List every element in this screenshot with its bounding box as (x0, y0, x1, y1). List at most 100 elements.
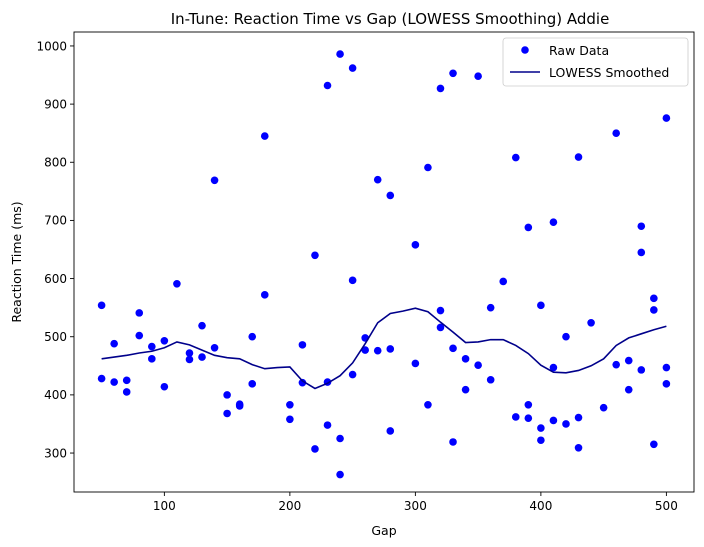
scatter-point (386, 427, 394, 435)
scatter-point (587, 319, 595, 327)
scatter-point (650, 306, 658, 314)
scatter-point (512, 413, 520, 421)
scatter-point (374, 176, 382, 184)
scatter-point (299, 341, 307, 349)
scatter-point (575, 414, 583, 422)
x-axis-label: Gap (371, 523, 396, 538)
scatter-point (412, 241, 420, 249)
y-axis-label: Reaction Time (ms) (9, 201, 24, 322)
chart-title: In-Tune: Reaction Time vs Gap (LOWESS Sm… (171, 10, 610, 28)
scatter-point (324, 82, 332, 90)
scatter-point (575, 153, 583, 161)
scatter-point (123, 388, 131, 396)
scatter-point (637, 366, 645, 374)
scatter-point (236, 402, 244, 410)
x-tick-label: 100 (153, 499, 176, 513)
scatter-point (449, 438, 457, 446)
scatter-point (173, 280, 181, 288)
scatter-point (612, 361, 620, 369)
scatter-point (575, 444, 583, 452)
scatter-point (424, 401, 432, 409)
scatter-point (487, 304, 495, 312)
scatter-point (663, 364, 671, 372)
scatter-point (223, 391, 231, 399)
scatter-point (437, 307, 445, 315)
scatter-point (336, 435, 344, 443)
scatter-point (437, 85, 445, 93)
scatter-point (311, 252, 319, 260)
scatter-point (349, 277, 357, 285)
scatter-point (537, 436, 545, 444)
scatter-point (386, 345, 394, 353)
scatter-point (512, 154, 520, 162)
scatter-point (148, 343, 156, 351)
scatter-point (424, 164, 432, 172)
scatter-point (135, 309, 143, 317)
scatter-point (98, 375, 106, 383)
scatter-point (600, 404, 608, 412)
scatter-point (650, 295, 658, 303)
scatter-point (412, 360, 420, 368)
y-tick-label: 800 (44, 156, 67, 170)
scatter-point (462, 355, 470, 363)
x-axis-ticks: 100 200 300 400 500 (153, 492, 678, 513)
y-axis-ticks: 300 400 500 600 700 800 900 1000 (36, 39, 74, 460)
y-tick-label: 700 (44, 214, 67, 228)
scatter-point (186, 356, 194, 364)
scatter-point (336, 50, 344, 58)
scatter-point (562, 333, 570, 341)
scatter-point (198, 322, 206, 330)
scatter-point (211, 176, 219, 184)
scatter-point (462, 386, 470, 394)
scatter-point (650, 441, 658, 449)
scatter-point (98, 302, 106, 310)
scatter-point (286, 416, 294, 424)
scatter-point (148, 355, 156, 363)
scatter-point (487, 376, 495, 384)
scatter-point (248, 380, 256, 388)
scatter-point (525, 401, 533, 409)
scatter-point (625, 357, 633, 365)
scatter-point (449, 345, 457, 353)
scatter-point (349, 371, 357, 379)
x-tick-label: 400 (529, 499, 552, 513)
y-tick-label: 600 (44, 272, 67, 286)
scatter-point (386, 192, 394, 200)
scatter-point (349, 64, 357, 72)
scatter-point (211, 344, 219, 352)
scatter-point (637, 249, 645, 257)
scatter-point (625, 386, 633, 394)
y-tick-label: 300 (44, 446, 67, 460)
scatter-point (311, 445, 319, 453)
scatter-point (474, 72, 482, 80)
scatter-point (324, 421, 332, 429)
x-tick-label: 200 (278, 499, 301, 513)
scatter-point (223, 410, 231, 418)
scatter-point (663, 380, 671, 388)
scatter-point (261, 291, 269, 299)
plot-frame (74, 32, 694, 492)
scatter-point (550, 218, 558, 226)
x-tick-label: 500 (655, 499, 678, 513)
scatter-point (537, 302, 545, 310)
scatter-point (525, 414, 533, 422)
x-tick-label: 300 (404, 499, 427, 513)
scatter-point (663, 114, 671, 122)
scatter-point (135, 332, 143, 340)
legend-label-lowess: LOWESS Smoothed (549, 65, 669, 80)
scatter-point (248, 333, 256, 341)
y-tick-label: 400 (44, 388, 67, 402)
scatter-layer (98, 50, 670, 478)
scatter-point (110, 340, 118, 348)
legend-label-raw-data: Raw Data (549, 43, 609, 58)
scatter-point (161, 337, 169, 345)
scatter-point (374, 347, 382, 355)
scatter-point (110, 378, 118, 386)
scatter-point (562, 420, 570, 428)
scatter-point (161, 383, 169, 391)
legend-marker-raw-data (521, 46, 529, 54)
scatter-point (336, 471, 344, 479)
scatter-point (612, 129, 620, 137)
scatter-point (123, 377, 131, 385)
